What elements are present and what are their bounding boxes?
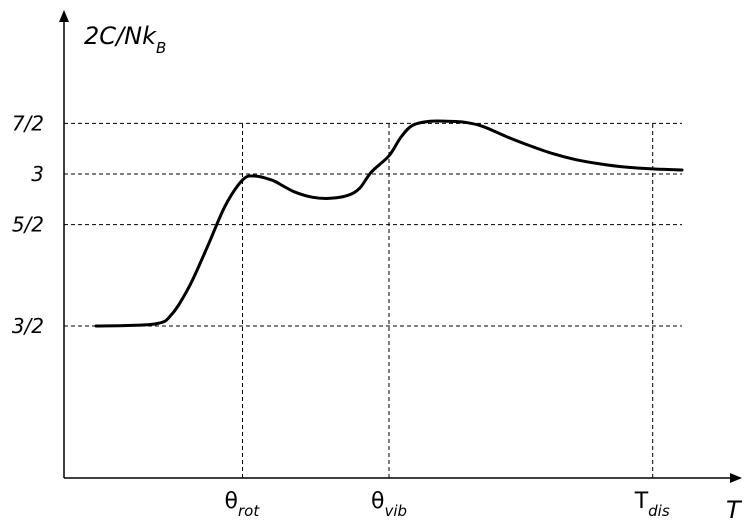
y-tick-label: 3 bbox=[31, 162, 44, 186]
x-axis-label: T bbox=[726, 496, 743, 524]
y-axis-label: 2C/NkB bbox=[84, 22, 166, 57]
y-tick-label: 7/2 bbox=[12, 111, 44, 135]
x-tick-label: Tdis bbox=[634, 489, 670, 520]
grid-lines bbox=[64, 122, 682, 478]
y-tick-labels: 3/2 5/2 3 7/2 bbox=[12, 111, 44, 338]
y-tick-label: 5/2 bbox=[12, 213, 44, 237]
y-axis-label-sub: B bbox=[156, 39, 166, 57]
x-tick-label: θvib bbox=[371, 489, 407, 520]
series-line bbox=[94, 119, 684, 328]
x-tick-labels: θrot θvib Tdis bbox=[225, 489, 670, 520]
x-tick-label: θrot bbox=[225, 489, 261, 520]
y-tick-label: 3/2 bbox=[12, 314, 44, 338]
y-axis-label-main: 2C/Nk bbox=[84, 22, 157, 50]
